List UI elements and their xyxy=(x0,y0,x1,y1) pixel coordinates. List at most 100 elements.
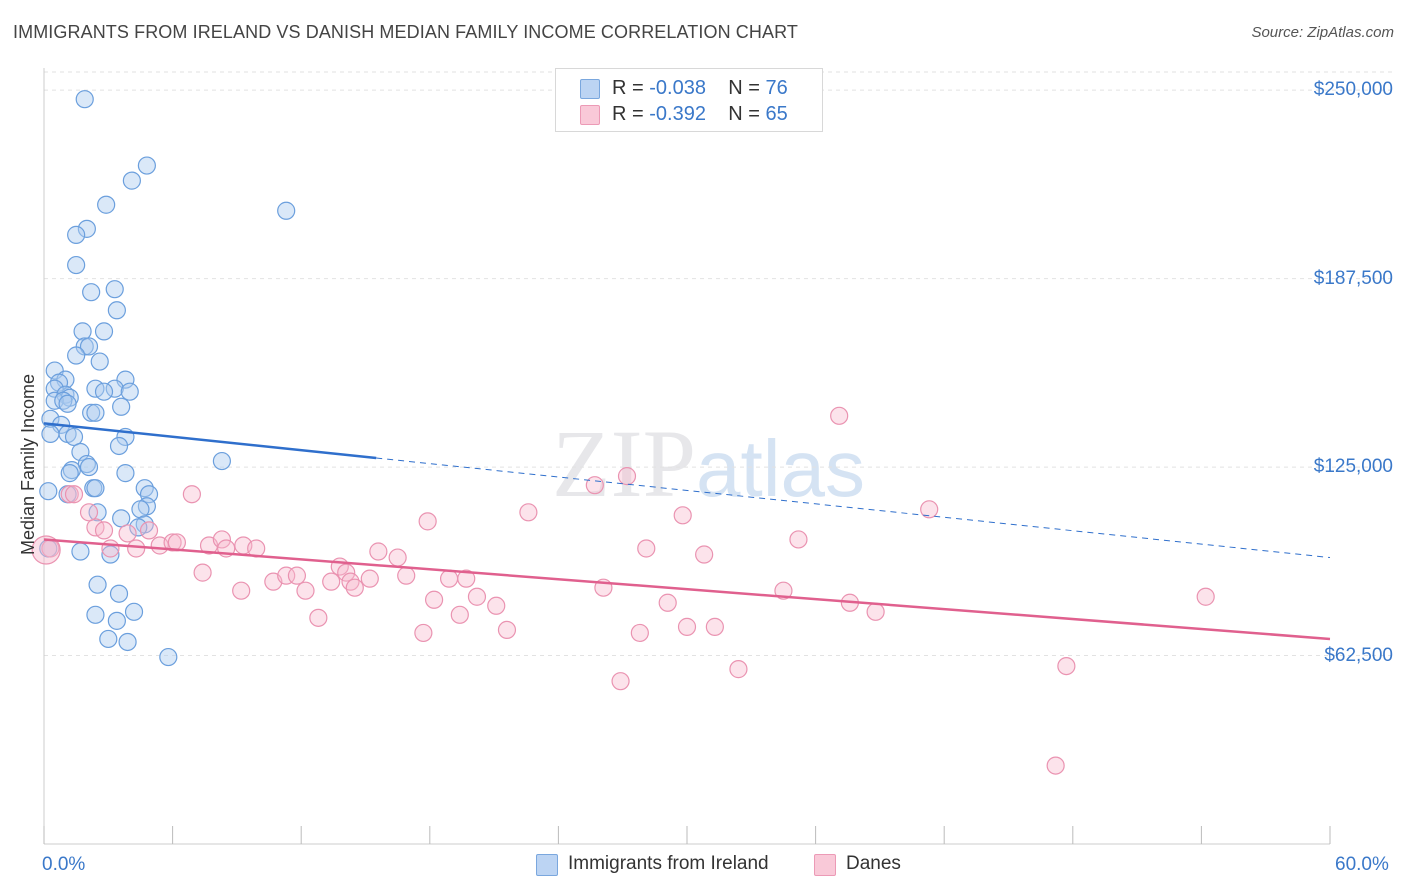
danes-point-55 xyxy=(705,617,724,636)
danes-point-57 xyxy=(774,581,793,600)
ireland-point-70 xyxy=(159,647,178,667)
danes-point-3 xyxy=(182,485,201,504)
ireland-point-40 xyxy=(109,436,129,456)
correlation-legend: R = -0.038 N = 76 R = -0.392 N = 65 xyxy=(555,68,823,132)
danes-point-47 xyxy=(611,672,630,691)
danes-point-51 xyxy=(658,593,677,612)
ireland-point-52 xyxy=(39,482,58,501)
ireland-point-47 xyxy=(60,464,79,483)
danes-point-50 xyxy=(637,539,656,558)
danes-point-44 xyxy=(519,503,538,522)
ireland-point-8 xyxy=(105,280,124,299)
danes-point-28 xyxy=(337,563,356,582)
ireland-point-25 xyxy=(94,382,114,401)
danes-point-37 xyxy=(424,590,444,609)
ireland-point-14 xyxy=(79,337,99,356)
ireland-point-4 xyxy=(277,201,296,220)
ireland-point-26 xyxy=(120,382,139,401)
danes-point-62 xyxy=(920,500,939,519)
ireland-point-61 xyxy=(71,542,90,561)
x-tick-label-min: 0.0% xyxy=(42,854,86,875)
danes-point-1 xyxy=(60,485,79,504)
danes-point-31 xyxy=(360,569,379,588)
ireland-point-3 xyxy=(97,195,116,214)
danes-point-5 xyxy=(94,521,114,540)
ireland-point-9 xyxy=(82,283,101,302)
ireland-point-63 xyxy=(88,575,107,594)
ireland-point-6 xyxy=(67,225,86,244)
danes-point-26 xyxy=(322,572,341,591)
legend-swatch-ireland xyxy=(580,79,600,99)
danes-point-25 xyxy=(309,608,328,627)
danes-point-52 xyxy=(673,506,692,525)
ireland-point-38 xyxy=(64,427,84,447)
danes-point-22 xyxy=(277,566,296,585)
danes-point-54 xyxy=(695,545,714,564)
chart-title: IMMIGRANTS FROM IRELAND VS DANISH MEDIAN… xyxy=(13,22,798,42)
ireland-point-36 xyxy=(41,424,60,444)
danes-point-43 xyxy=(497,620,517,640)
danes-point-65 xyxy=(1196,587,1215,606)
danes-point-32 xyxy=(369,542,388,561)
danes-point-40 xyxy=(457,569,476,588)
danes-point-cluster xyxy=(31,535,61,565)
series-legend: Immigrants from Ireland Danes xyxy=(0,852,1406,878)
danes-point-15 xyxy=(212,530,231,549)
danes-point-39 xyxy=(450,605,469,624)
y-tick-label-3: $250,000 xyxy=(1313,79,1393,101)
danes-point-35 xyxy=(414,623,433,643)
danes-point-48 xyxy=(617,467,637,486)
ireland-point-57 xyxy=(112,509,131,528)
ireland-point-5 xyxy=(77,219,96,238)
ireland-point-11 xyxy=(73,322,92,341)
x-tick-label-max: 60.0% xyxy=(1335,854,1389,875)
ireland-point-65 xyxy=(86,605,105,624)
ireland-point-45 xyxy=(62,460,81,480)
legend-swatch-danes-bottom xyxy=(814,854,836,876)
watermark: ZIPatlas xyxy=(552,410,865,517)
y-tick-label-1: $125,000 xyxy=(1313,456,1393,478)
ireland-point-42 xyxy=(212,451,231,471)
ireland-point-7 xyxy=(67,255,86,275)
ireland-point-44 xyxy=(79,457,99,477)
danes-point-38 xyxy=(439,569,459,588)
danes-point-36 xyxy=(418,512,437,531)
ireland-point-59 xyxy=(129,518,148,537)
y-tick-label-0: $62,500 xyxy=(1324,644,1393,666)
danes-point-30 xyxy=(345,578,364,597)
ireland-point-1 xyxy=(137,156,156,175)
ireland-point-15 xyxy=(67,346,86,365)
danes-point-10 xyxy=(127,539,146,558)
danes-point-59 xyxy=(830,406,849,425)
danes-point-9 xyxy=(118,524,137,543)
danes-point-41 xyxy=(467,587,487,606)
danes-point-61 xyxy=(866,602,885,621)
danes-point-20 xyxy=(232,581,251,600)
ireland-point-0 xyxy=(75,90,94,109)
ireland-point-23 xyxy=(105,379,124,398)
danes-trendline xyxy=(43,538,1331,641)
legend-swatch-danes xyxy=(580,105,600,125)
danes-point-58 xyxy=(789,530,808,549)
ireland-point-69 xyxy=(118,632,137,652)
ireland-trendline-extension xyxy=(376,457,1331,559)
danes-point-6 xyxy=(139,521,159,540)
ireland-point-31 xyxy=(112,397,131,416)
ireland-point-32 xyxy=(82,403,101,422)
danes-point-63 xyxy=(1046,756,1065,775)
ireland-point-33 xyxy=(86,403,105,422)
ireland-point-67 xyxy=(107,611,126,630)
danes-point-8 xyxy=(101,539,120,558)
ireland-point-10 xyxy=(107,301,126,320)
ireland-point-12 xyxy=(94,322,114,341)
source-label: Source: ZipAtlas.com xyxy=(1251,24,1394,41)
ireland-point-68 xyxy=(99,629,118,649)
ireland-point-46 xyxy=(116,464,135,483)
danes-point-7 xyxy=(79,503,99,522)
y-axis-title: Median Family Income xyxy=(18,373,38,555)
danes-point-42 xyxy=(487,596,506,615)
danes-point-12 xyxy=(163,533,182,552)
ireland-point-55 xyxy=(131,500,150,519)
ireland-point-30 xyxy=(58,394,77,413)
